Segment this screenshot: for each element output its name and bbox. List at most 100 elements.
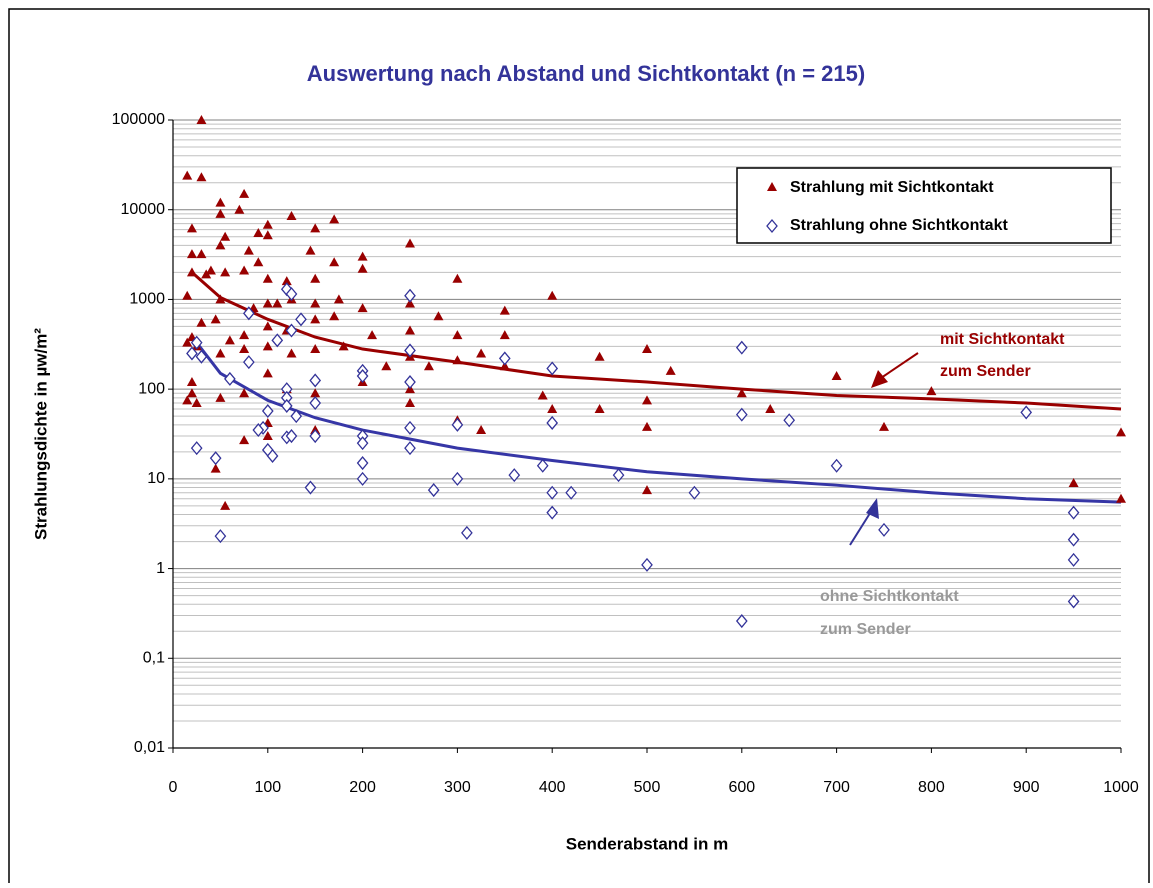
legend-label: Strahlung ohne Sichtkontakt xyxy=(790,217,1008,234)
triangle-point xyxy=(329,214,340,224)
triangle-point xyxy=(286,348,297,358)
x-tick-label: 300 xyxy=(444,779,471,796)
triangle-point xyxy=(765,404,776,414)
triangle-point xyxy=(262,273,273,283)
diamond-point xyxy=(546,485,559,500)
triangle-point xyxy=(879,421,889,431)
x-tick-label: 1000 xyxy=(1103,779,1139,796)
diamond-point xyxy=(1067,594,1080,609)
triangle-point xyxy=(182,170,193,180)
triangle-point xyxy=(357,263,368,273)
diamond-point xyxy=(285,429,298,444)
triangle-point xyxy=(243,245,254,255)
triangle-point xyxy=(262,230,273,240)
diamond-point xyxy=(242,306,255,321)
x-tick-label: 400 xyxy=(539,779,566,796)
diamond-point xyxy=(536,458,549,473)
triangle-point xyxy=(220,267,231,277)
triangle-point xyxy=(310,314,321,324)
triangle-point xyxy=(594,404,605,414)
triangle-point xyxy=(196,172,207,182)
triangle-point xyxy=(310,223,321,233)
triangle-point xyxy=(239,435,250,445)
triangle-point xyxy=(405,325,415,335)
triangle-point xyxy=(239,265,250,275)
triangle-point xyxy=(310,344,321,354)
diamond-point xyxy=(451,471,464,486)
annotation: zum Sender xyxy=(820,621,911,638)
triangle-point xyxy=(305,245,316,255)
annotation: zum Sender xyxy=(940,363,1031,380)
x-tick-label: 0 xyxy=(169,779,178,796)
x-tick-label: 100 xyxy=(254,779,281,796)
triangle-point xyxy=(215,240,226,250)
triangle-point xyxy=(272,298,283,308)
diamond-point xyxy=(404,420,416,435)
diamond-point xyxy=(214,529,227,544)
diamond-point xyxy=(190,441,203,456)
triangle-point xyxy=(186,377,197,387)
y-tick-label: 0,1 xyxy=(143,650,165,667)
triangle-point xyxy=(239,344,250,354)
triangle-point xyxy=(281,276,292,286)
triangle-point xyxy=(357,303,368,313)
diamond-point xyxy=(271,333,284,348)
triangle-point xyxy=(239,330,250,340)
triangle-point xyxy=(262,219,273,229)
diamond-point xyxy=(1067,532,1080,547)
triangle-point xyxy=(191,398,202,408)
triangle-point xyxy=(537,390,548,400)
triangle-point xyxy=(239,388,250,398)
diamond-point xyxy=(1067,552,1080,567)
triangle-point xyxy=(253,228,264,238)
y-tick-label: 1 xyxy=(156,560,165,577)
y-tick-label: 10000 xyxy=(121,201,166,218)
diamond-point xyxy=(404,288,416,303)
x-axis-label: Senderabstand in m xyxy=(566,834,728,853)
x-tick-label: 900 xyxy=(1013,779,1040,796)
diamond-point xyxy=(565,485,578,500)
diamond-point xyxy=(1020,405,1033,420)
triangle-point xyxy=(262,368,273,378)
diamond-point xyxy=(735,340,748,355)
legend-box xyxy=(736,167,1112,244)
triangle-point xyxy=(182,290,193,300)
diamond-point xyxy=(224,371,236,386)
triangle-point xyxy=(1116,427,1126,437)
triangle-point xyxy=(286,211,297,221)
legend-marker xyxy=(767,182,777,191)
diamond-point xyxy=(304,480,317,495)
diamond-point xyxy=(498,351,511,366)
trend-line xyxy=(190,271,1122,411)
triangle-point xyxy=(205,265,216,275)
diamond-point xyxy=(830,458,843,473)
diamond-point xyxy=(252,423,265,438)
diamond-point xyxy=(783,413,796,428)
diamond-point xyxy=(546,415,559,430)
triangle-point xyxy=(433,311,444,321)
triangle-point xyxy=(310,388,321,398)
triangle-point xyxy=(196,249,207,259)
grid xyxy=(168,119,1122,753)
triangle-point xyxy=(1116,493,1126,503)
triangle-point xyxy=(357,251,368,261)
annotation: mit Sichtkontakt xyxy=(940,331,1065,348)
arrow xyxy=(849,509,873,546)
diamond-point xyxy=(280,398,293,413)
triangle-point xyxy=(310,298,321,308)
diamond-point xyxy=(242,355,255,370)
diamond-point xyxy=(404,343,416,358)
triangle-point xyxy=(831,371,842,381)
triangle-point xyxy=(329,311,340,321)
triangle-point xyxy=(186,223,197,233)
triangle-point xyxy=(186,388,197,398)
triangle-point xyxy=(642,421,652,431)
x-tick-label: 500 xyxy=(634,779,661,796)
diamond-point xyxy=(195,349,208,364)
diamond-point xyxy=(356,456,369,471)
triangle-point xyxy=(215,392,226,402)
triangle-point xyxy=(665,365,676,375)
triangle-point xyxy=(220,500,231,510)
diamond-point xyxy=(688,485,701,500)
x-tick-label: 700 xyxy=(823,779,850,796)
